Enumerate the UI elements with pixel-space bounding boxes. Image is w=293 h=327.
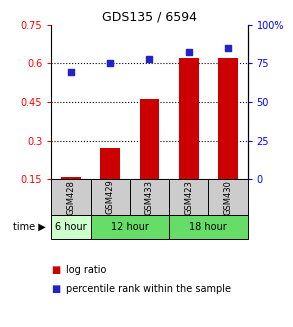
Point: [108, 60, 113, 66]
Text: time ▶: time ▶: [13, 222, 45, 232]
Text: GSM433: GSM433: [145, 180, 154, 215]
Point: [186, 50, 191, 55]
Text: GSM429: GSM429: [106, 180, 115, 215]
Text: ■: ■: [51, 284, 61, 294]
Text: 6 hour: 6 hour: [55, 222, 87, 232]
Text: percentile rank within the sample: percentile rank within the sample: [66, 284, 231, 294]
Point: [147, 56, 152, 61]
Point: [69, 70, 73, 75]
Bar: [179, 58, 199, 179]
Text: GSM428: GSM428: [67, 180, 75, 215]
Text: ■: ■: [51, 265, 61, 275]
Bar: [51, 215, 91, 239]
Bar: [61, 177, 81, 179]
Bar: [218, 58, 238, 179]
Text: 18 hour: 18 hour: [190, 222, 227, 232]
Text: GSM430: GSM430: [224, 180, 232, 215]
Text: 12 hour: 12 hour: [111, 222, 149, 232]
Bar: [91, 215, 169, 239]
Title: GDS135 / 6594: GDS135 / 6594: [102, 10, 197, 23]
Bar: [169, 215, 248, 239]
Text: GSM423: GSM423: [184, 180, 193, 215]
Text: log ratio: log ratio: [66, 265, 106, 275]
Bar: [100, 148, 120, 179]
Bar: [140, 99, 159, 179]
Point: [226, 45, 230, 50]
